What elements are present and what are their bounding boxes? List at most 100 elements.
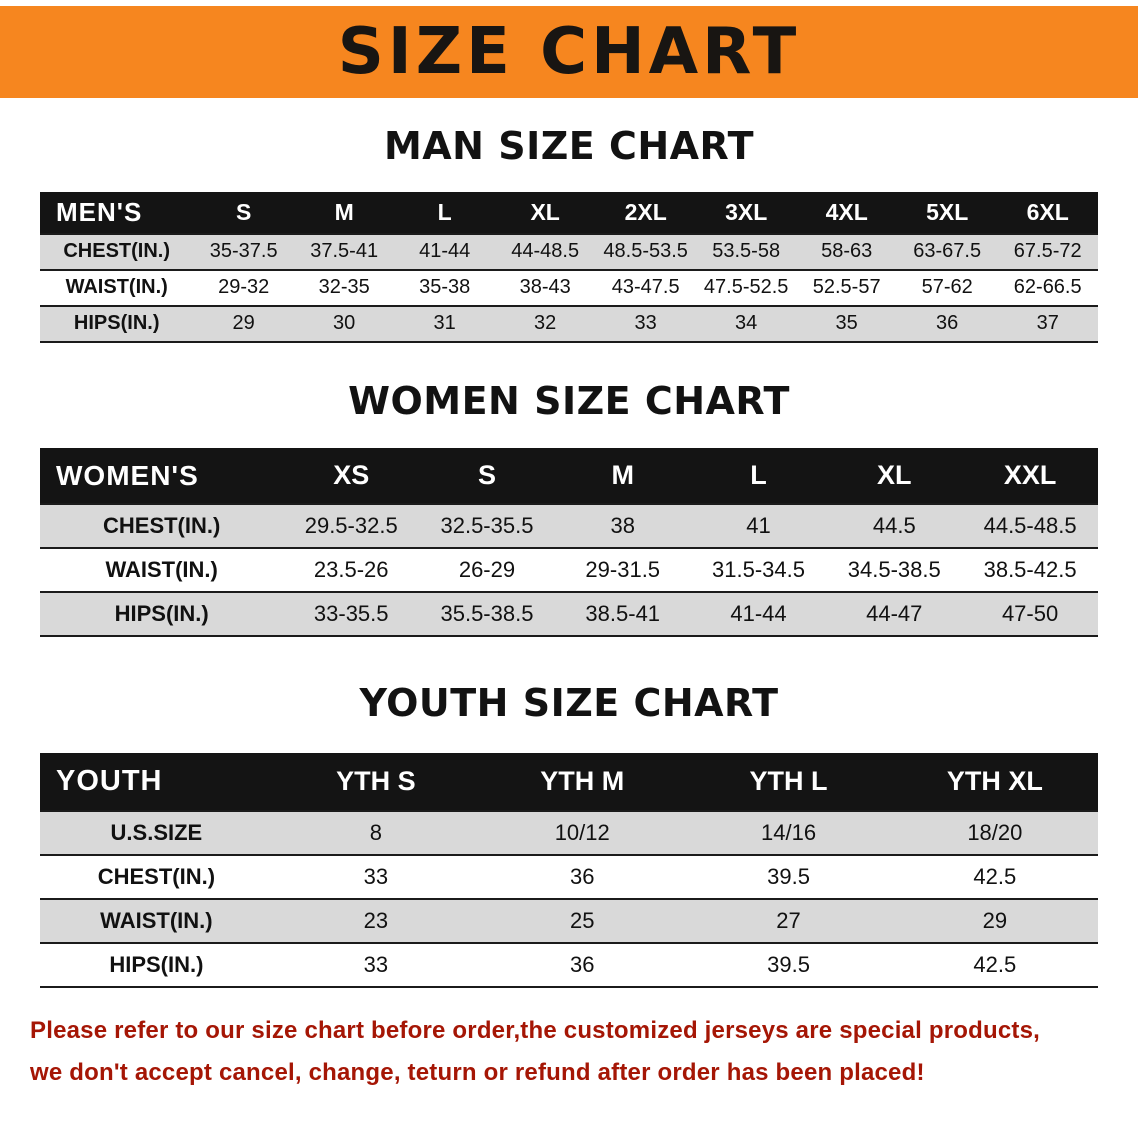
table-cell: 36 bbox=[479, 941, 686, 987]
table-cell: 36 bbox=[896, 304, 998, 342]
table-cell: 47.5-52.5 bbox=[695, 268, 797, 306]
table-cell: 23 bbox=[272, 897, 480, 943]
table-cell: 27 bbox=[685, 897, 892, 943]
size-header-cell: XS bbox=[283, 448, 420, 505]
table-cell: 39.5 bbox=[685, 941, 892, 987]
size-header-cell: XL bbox=[826, 448, 963, 505]
table-cell: 57-62 bbox=[896, 268, 998, 306]
table-cell: 43-47.5 bbox=[595, 268, 696, 306]
size-table: YOUTH YTH S YTH M YTH L YTH XL U.S.SIZE 8 10/12… bbox=[40, 752, 1098, 988]
table-cell: 67.5-72 bbox=[997, 232, 1098, 270]
table-cell: 42.5 bbox=[891, 853, 1098, 899]
size-header-cell: 4XL bbox=[796, 191, 897, 234]
table-cell: 32.5-35.5 bbox=[419, 503, 555, 549]
table-cell: 8 bbox=[272, 809, 480, 855]
table-cell: 38-43 bbox=[494, 268, 596, 306]
table-cell: 62-66.5 bbox=[997, 268, 1098, 306]
page-title: SIZE CHART bbox=[337, 15, 801, 89]
table-cell: 35-37.5 bbox=[193, 232, 294, 270]
youth-section-heading: YOUTH SIZE CHART bbox=[359, 681, 779, 726]
table-cell: 31 bbox=[394, 304, 495, 342]
table-cell: 33 bbox=[272, 853, 480, 899]
table-cell: 38 bbox=[554, 503, 691, 549]
section-youth: YOUTH SIZE CHART YOUTH YTH S YTH M YTH L YTH… bbox=[0, 681, 1138, 988]
women-section-heading: WOMEN SIZE CHART bbox=[348, 378, 790, 423]
row-label: HIPS(IN.) bbox=[40, 591, 284, 637]
size-header-cell: 6XL bbox=[997, 191, 1098, 234]
size-header-cell: 3XL bbox=[695, 191, 797, 234]
table-row: CHEST(IN.) 33 36 39.5 42.5 bbox=[40, 853, 1098, 899]
size-header-cell: S bbox=[419, 448, 555, 505]
table-cell: 44-48.5 bbox=[494, 232, 596, 270]
table-header-row: WOMEN'S XS S M L XL XXL bbox=[40, 448, 1098, 505]
table-cell: 35 bbox=[796, 304, 897, 342]
row-label: CHEST(IN.) bbox=[40, 503, 284, 549]
table-cell: 32 bbox=[494, 304, 596, 342]
table-cell: 39.5 bbox=[685, 853, 892, 899]
row-label: WAIST(IN.) bbox=[40, 547, 284, 593]
row-label: HIPS(IN.) bbox=[40, 941, 273, 987]
table-header-row: MEN'S S M L XL 2XL 3XL 4XL 5XL 6XL bbox=[40, 191, 1098, 234]
table-row: U.S.SIZE 8 10/12 14/16 18/20 bbox=[40, 809, 1098, 855]
size-header-cell: L bbox=[394, 191, 495, 234]
size-header-cell: XL bbox=[494, 191, 596, 234]
table-cell: 44.5 bbox=[826, 503, 963, 549]
table-cell: 38.5-42.5 bbox=[962, 547, 1098, 593]
table-cell: 10/12 bbox=[479, 809, 686, 855]
table-cell: 29 bbox=[891, 897, 1098, 943]
row-label: WAIST(IN.) bbox=[40, 897, 273, 943]
table-cell: 29 bbox=[193, 304, 294, 342]
table-row: HIPS(IN.) 29 30 31 32 33 34 35 36 37 bbox=[40, 304, 1098, 342]
banner: SIZE CHART bbox=[0, 6, 1138, 98]
table-cell: 31.5-34.5 bbox=[690, 547, 827, 593]
row-label: CHEST(IN.) bbox=[40, 232, 194, 270]
table-header-row: YOUTH YTH S YTH M YTH L YTH XL bbox=[40, 752, 1098, 811]
row-label: WAIST(IN.) bbox=[40, 268, 194, 306]
table-row: HIPS(IN.) 33 36 39.5 42.5 bbox=[40, 941, 1098, 987]
table-cell: 44.5-48.5 bbox=[962, 503, 1098, 549]
table-cell: 33 bbox=[595, 304, 696, 342]
table-row: WAIST(IN.) 23.5-26 26-29 29-31.5 31.5-34.5 34… bbox=[40, 547, 1098, 593]
table-cell: 47-50 bbox=[962, 591, 1098, 637]
table-cell: 29-31.5 bbox=[554, 547, 691, 593]
size-header-cell: YTH S bbox=[272, 752, 480, 811]
size-table: MEN'S S M L XL 2XL 3XL 4XL 5XL 6XL CHEST(IN.) 35-37… bbox=[40, 191, 1098, 343]
table-title-cell: MEN'S bbox=[40, 191, 194, 234]
women-size-table-container: WOMEN'S XS S M L XL XXL CHEST(IN.) 29.5-32.5 32.5… bbox=[40, 448, 1098, 638]
table-title-cell: YOUTH bbox=[40, 752, 273, 811]
table-cell: 32-35 bbox=[293, 268, 395, 306]
table-cell: 33-35.5 bbox=[283, 591, 420, 637]
table-cell: 48.5-53.5 bbox=[595, 232, 696, 270]
table-cell: 30 bbox=[293, 304, 395, 342]
table-cell: 34 bbox=[695, 304, 797, 342]
table-cell: 41 bbox=[690, 503, 827, 549]
table-cell: 26-29 bbox=[419, 547, 555, 593]
size-header-cell: 5XL bbox=[896, 191, 998, 234]
table-title-cell: WOMEN'S bbox=[40, 448, 284, 505]
table-cell: 41-44 bbox=[690, 591, 827, 637]
disclaimer: Please refer to our size chart before or… bbox=[30, 1010, 1138, 1094]
table-cell: 36 bbox=[479, 853, 686, 899]
row-label: HIPS(IN.) bbox=[40, 304, 194, 342]
table-cell: 14/16 bbox=[685, 809, 892, 855]
section-women: WOMEN SIZE CHART WOMEN'S XS S M L XL XXL CHEST(… bbox=[0, 379, 1138, 638]
table-cell: 52.5-57 bbox=[796, 268, 897, 306]
table-row: WAIST(IN.) 23 25 27 29 bbox=[40, 897, 1098, 943]
size-header-cell: YTH L bbox=[685, 752, 892, 811]
table-row: WAIST(IN.) 29-32 32-35 35-38 38-43 43-47.5 47.… bbox=[40, 268, 1098, 306]
size-header-cell: YTH XL bbox=[891, 752, 1098, 811]
table-cell: 37.5-41 bbox=[293, 232, 395, 270]
size-header-cell: S bbox=[193, 191, 294, 234]
table-cell: 29.5-32.5 bbox=[283, 503, 420, 549]
size-header-cell: M bbox=[554, 448, 691, 505]
table-cell: 35.5-38.5 bbox=[419, 591, 555, 637]
table-row: CHEST(IN.) 35-37.5 37.5-41 41-44 44-48.5 48.5… bbox=[40, 232, 1098, 270]
table-cell: 41-44 bbox=[394, 232, 495, 270]
table-cell: 63-67.5 bbox=[896, 232, 998, 270]
table-cell: 18/20 bbox=[891, 809, 1098, 855]
table-cell: 25 bbox=[479, 897, 686, 943]
row-label: U.S.SIZE bbox=[40, 809, 273, 855]
men-section-heading: MAN SIZE CHART bbox=[383, 124, 755, 168]
section-men: MAN SIZE CHART MEN'S S M L XL 2XL 3XL 4XL 5XL 6XL… bbox=[0, 124, 1138, 343]
disclaimer-line-2: we don't accept cancel, change, teturn o… bbox=[30, 1058, 925, 1086]
